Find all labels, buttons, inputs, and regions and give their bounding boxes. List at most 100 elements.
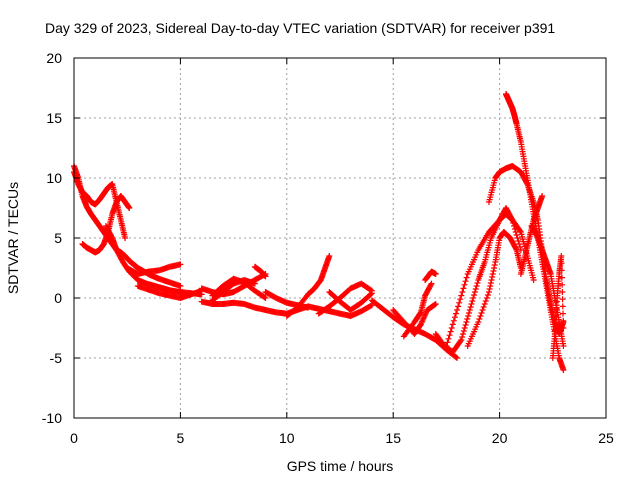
- data-point: [262, 273, 269, 280]
- data-point: [489, 274, 496, 280]
- data-point: [454, 307, 461, 313]
- data-point: [427, 281, 434, 288]
- data-points: [71, 91, 567, 373]
- data-point: [122, 235, 129, 241]
- data-point: [262, 295, 269, 301]
- x-tick-label: 5: [177, 430, 185, 446]
- data-point: [514, 235, 521, 241]
- data-point: [560, 317, 567, 324]
- data-point: [477, 313, 484, 319]
- data-point: [486, 286, 493, 292]
- data-point: [432, 271, 439, 277]
- data-point: [475, 319, 482, 325]
- x-axis-label: GPS time / hours: [287, 458, 394, 474]
- data-point: [512, 229, 519, 235]
- series-track-f: [134, 283, 205, 301]
- data-point: [465, 313, 472, 319]
- data-point: [456, 299, 463, 306]
- series-track-b: [71, 169, 129, 241]
- data-point: [476, 316, 483, 322]
- series-track-j: [209, 277, 258, 304]
- data-point: [472, 286, 479, 292]
- data-point: [482, 298, 489, 304]
- x-tick-label: 0: [70, 430, 78, 446]
- data-point: [465, 310, 472, 316]
- y-tick-label: 15: [46, 110, 62, 126]
- data-point: [447, 328, 454, 335]
- data-point: [432, 301, 439, 307]
- data-point: [491, 265, 498, 271]
- data-point: [559, 296, 566, 303]
- data-point: [461, 325, 468, 331]
- data-point: [491, 262, 498, 268]
- data-point: [463, 274, 470, 281]
- data-point: [448, 325, 455, 331]
- data-point: [559, 303, 566, 310]
- data-point: [444, 339, 451, 346]
- series-track-c: [79, 193, 133, 256]
- data-point: [471, 292, 478, 298]
- y-tick-label: -5: [50, 350, 63, 366]
- data-point: [326, 253, 333, 259]
- series-track-i: [198, 271, 269, 298]
- chart-title: Day 329 of 2023, Sidereal Day-to-day VTE…: [45, 20, 555, 36]
- data-point: [459, 334, 466, 340]
- data-point: [484, 292, 491, 298]
- data-point: [512, 245, 519, 252]
- data-point: [177, 283, 184, 289]
- data-point: [368, 290, 375, 297]
- data-point: [462, 278, 469, 285]
- data-point: [462, 322, 469, 328]
- data-point: [443, 343, 450, 349]
- data-point: [471, 289, 478, 295]
- series-track-u: [443, 211, 537, 349]
- series-track-o: [326, 289, 375, 313]
- data-point: [367, 291, 374, 298]
- data-point: [417, 310, 424, 317]
- y-tick-label: 20: [46, 50, 62, 66]
- data-point: [560, 367, 567, 373]
- data-point: [558, 260, 565, 267]
- series-track-q: [390, 301, 439, 337]
- data-point: [261, 294, 268, 301]
- data-point: [450, 317, 457, 324]
- x-tick-label: 25: [598, 430, 614, 446]
- data-point: [560, 343, 567, 349]
- data-point: [483, 295, 490, 301]
- data-point: [469, 298, 476, 304]
- data-point: [455, 303, 462, 310]
- data-point: [458, 337, 465, 343]
- data-point: [480, 304, 487, 310]
- data-point: [452, 310, 459, 317]
- data-point: [446, 332, 453, 339]
- data-point: [558, 267, 565, 274]
- data-point: [478, 310, 485, 316]
- data-point: [559, 281, 566, 288]
- data-point: [489, 271, 496, 277]
- data-point: [460, 328, 467, 334]
- y-tick-label: 5: [54, 230, 62, 246]
- data-point: [530, 277, 537, 283]
- series-track-e: [124, 261, 184, 277]
- data-point: [559, 289, 566, 295]
- data-point: [459, 289, 466, 295]
- data-point: [459, 331, 466, 337]
- data-point: [454, 355, 461, 361]
- data-point: [474, 280, 481, 286]
- data-point: [457, 338, 464, 345]
- data-point: [487, 283, 494, 289]
- data-point: [177, 261, 184, 268]
- data-point: [305, 304, 312, 311]
- data-point: [558, 274, 565, 281]
- series-track-m: [283, 253, 333, 319]
- data-point: [466, 307, 473, 313]
- data-point: [473, 283, 480, 289]
- data-point: [470, 295, 477, 301]
- y-tick-label: -10: [42, 410, 62, 426]
- data-point: [463, 319, 470, 325]
- data-point: [558, 253, 565, 259]
- x-tick-label: 20: [492, 430, 508, 446]
- data-point: [487, 280, 494, 286]
